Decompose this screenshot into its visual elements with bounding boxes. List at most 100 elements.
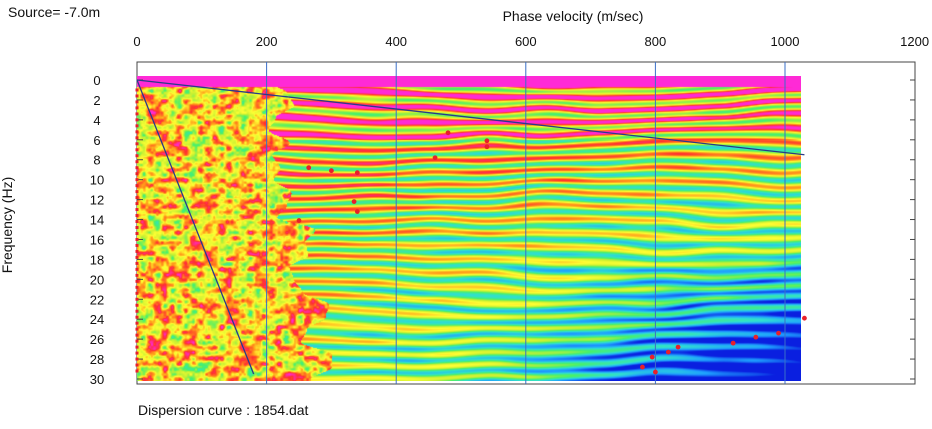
velocity-lines xyxy=(136,79,805,375)
x-tick-label: 600 xyxy=(515,34,537,49)
picked-point xyxy=(776,330,781,336)
y-tick-label: 4 xyxy=(93,113,100,128)
picked-point xyxy=(432,155,438,161)
picked-column-mark xyxy=(135,196,139,200)
y-tick-marks xyxy=(137,79,915,380)
picked-points xyxy=(296,130,807,375)
y-tick-label: 12 xyxy=(90,193,104,208)
picked-point xyxy=(640,364,645,370)
picked-column-mark xyxy=(135,249,139,253)
y-tick-label: 6 xyxy=(93,133,100,148)
picked-column-mark xyxy=(135,309,139,313)
picked-column-mark xyxy=(135,130,139,134)
x-tick-label: 1200 xyxy=(900,34,929,49)
picked-column-mark xyxy=(135,267,139,271)
picked-column-mark xyxy=(135,118,139,122)
picked-column-mark xyxy=(135,243,139,247)
x-tick-label: 0 xyxy=(133,34,140,49)
picked-point xyxy=(354,170,360,176)
picked-column-mark xyxy=(135,94,139,98)
picked-column-mark xyxy=(135,321,139,325)
picked-column-mark xyxy=(135,166,139,170)
x-axis-title: Phase velocity (m/sec) xyxy=(503,8,644,24)
y-tick-label: 8 xyxy=(93,153,100,168)
picked-column-mark xyxy=(135,369,139,373)
picked-column-mark xyxy=(135,285,139,289)
picked-column-mark xyxy=(135,237,139,241)
y-tick-label: 26 xyxy=(90,332,104,347)
picked-point xyxy=(296,218,302,223)
picked-point xyxy=(753,334,759,340)
picked-column-mark xyxy=(135,333,139,337)
picked-point xyxy=(665,349,671,355)
picked-column-mark xyxy=(135,345,139,349)
picked-column-mark xyxy=(135,178,139,182)
velocity-line xyxy=(136,79,255,375)
picked-point xyxy=(329,168,334,174)
picked-column-mark xyxy=(135,226,139,230)
picked-column-mark xyxy=(135,279,139,283)
picked-column-mark xyxy=(135,106,139,110)
picked-column-mark xyxy=(135,303,139,307)
y-tick-label: 24 xyxy=(90,312,104,327)
y-tick-label: 22 xyxy=(90,292,104,307)
picked-column-mark xyxy=(135,184,139,188)
y-tick-label: 0 xyxy=(93,73,100,88)
x-tick-label: 1000 xyxy=(771,34,800,49)
picked-column-mark xyxy=(135,172,139,176)
y-tick-label: 20 xyxy=(90,272,104,287)
picked-column-mark xyxy=(135,160,139,164)
y-tick-label: 2 xyxy=(93,93,100,108)
picked-column-mark xyxy=(135,255,139,259)
velocity-line xyxy=(136,79,805,156)
picked-point xyxy=(306,165,312,171)
heatmap-image xyxy=(137,76,801,381)
picked-column-mark xyxy=(135,208,139,212)
picked-point xyxy=(730,340,736,346)
y-tick-label: 10 xyxy=(90,173,104,188)
picked-point xyxy=(351,199,357,204)
picked-column-mark xyxy=(135,100,139,104)
picked-point xyxy=(354,209,360,214)
x-tick-label: 200 xyxy=(256,34,278,49)
source-label: Source= -7.0m xyxy=(8,4,100,20)
y-tick-label: 30 xyxy=(90,372,104,387)
picked-column-mark xyxy=(135,190,139,194)
y-tick-label: 18 xyxy=(90,252,104,267)
picked-column xyxy=(135,88,139,373)
picked-column-mark xyxy=(135,273,139,277)
y-tick-label: 28 xyxy=(90,352,104,367)
picked-column-mark xyxy=(135,339,139,343)
picked-column-mark xyxy=(135,220,139,224)
picked-column-mark xyxy=(135,363,139,367)
picked-column-mark xyxy=(135,291,139,295)
picked-column-mark xyxy=(135,142,139,146)
y-tick-label: 14 xyxy=(90,213,104,228)
picked-column-mark xyxy=(135,327,139,331)
x-tick-labels: 0 200 400 600 800 1000 1200 xyxy=(133,34,929,49)
picked-point xyxy=(675,344,681,350)
picked-point xyxy=(653,369,658,375)
picked-column-mark xyxy=(135,231,139,235)
picked-point xyxy=(649,354,655,360)
picked-column-mark xyxy=(135,297,139,301)
picked-column-mark xyxy=(135,88,139,92)
picked-column-mark xyxy=(135,124,139,128)
picked-column-mark xyxy=(135,315,139,319)
picked-point xyxy=(484,138,490,144)
picked-column-mark xyxy=(135,351,139,355)
x-tick-label: 800 xyxy=(645,34,667,49)
picked-column-mark xyxy=(135,148,139,152)
picked-column-mark xyxy=(135,154,139,158)
y-axis-title: Frequency (Hz) xyxy=(0,177,15,273)
picked-column-mark xyxy=(135,214,139,218)
picked-column-mark xyxy=(135,136,139,140)
picked-column-mark xyxy=(135,261,139,265)
picked-point xyxy=(484,144,490,150)
picked-column-mark xyxy=(135,202,139,206)
picked-column-mark xyxy=(135,112,139,116)
picked-point xyxy=(802,315,807,321)
